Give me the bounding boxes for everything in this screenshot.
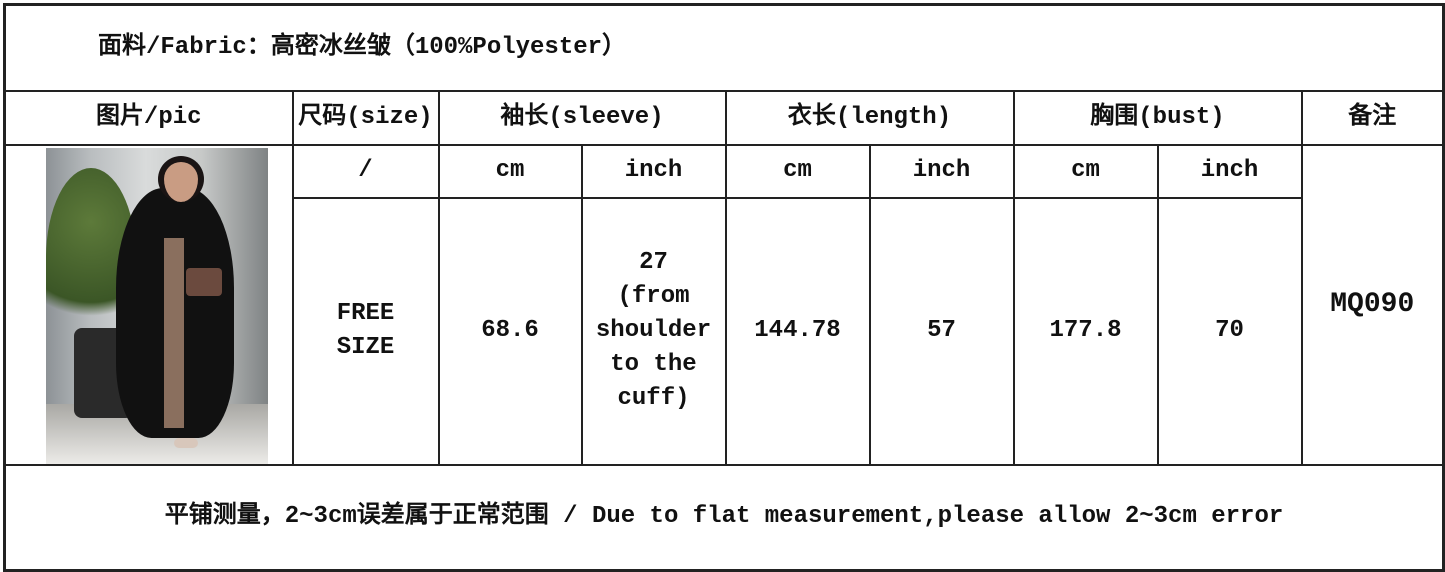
unit-length-cm: cm bbox=[724, 143, 871, 199]
size-line-2: SIZE bbox=[336, 334, 395, 361]
size-line-1: FREE bbox=[336, 300, 395, 327]
unit-size: / bbox=[291, 143, 440, 199]
bust-cm-value: 177.8 bbox=[1012, 196, 1159, 466]
measurement-note: 平铺测量，2~3cm误差属于正常范围 / Due to flat measure… bbox=[3, 463, 1445, 572]
header-pic: 图片/pic bbox=[3, 89, 294, 146]
header-sleeve: 袖长(sleeve) bbox=[437, 89, 727, 146]
sleeve-cm-value: 68.6 bbox=[437, 196, 583, 466]
remark-value: MQ090 bbox=[1300, 143, 1445, 466]
header-size: 尺码(size) bbox=[291, 89, 440, 146]
size-value: FREE SIZE bbox=[291, 196, 440, 466]
product-photo-cell bbox=[3, 143, 294, 466]
size-chart-table: 面料/Fabric：高密冰丝皱（100%Polyester） 图片/pic 尺码… bbox=[3, 3, 1445, 572]
unit-length-inch: inch bbox=[868, 143, 1015, 199]
sleeve-inch-line: cuff) bbox=[617, 385, 690, 412]
header-bust: 胸围(bust) bbox=[1012, 89, 1303, 146]
length-inch-value: 57 bbox=[868, 196, 1015, 466]
fabric-title: 面料/Fabric：高密冰丝皱（100%Polyester） bbox=[3, 3, 1445, 92]
header-remarks: 备注 bbox=[1300, 89, 1445, 146]
unit-bust-inch: inch bbox=[1156, 143, 1303, 199]
sleeve-inch-value: 27 (from shoulder to the cuff) bbox=[580, 196, 727, 466]
bust-inch-value: 70 bbox=[1156, 196, 1303, 466]
unit-sleeve-cm: cm bbox=[437, 143, 583, 199]
header-length: 衣长(length) bbox=[724, 89, 1015, 146]
sleeve-inch-line: to the bbox=[610, 351, 697, 378]
unit-bust-cm: cm bbox=[1012, 143, 1159, 199]
sleeve-inch-line: (from bbox=[617, 283, 690, 310]
unit-sleeve-inch: inch bbox=[580, 143, 727, 199]
sleeve-inch-line: shoulder bbox=[595, 317, 712, 344]
product-photo bbox=[46, 147, 268, 464]
length-cm-value: 144.78 bbox=[724, 196, 871, 466]
sleeve-inch-line: 27 bbox=[639, 249, 668, 276]
